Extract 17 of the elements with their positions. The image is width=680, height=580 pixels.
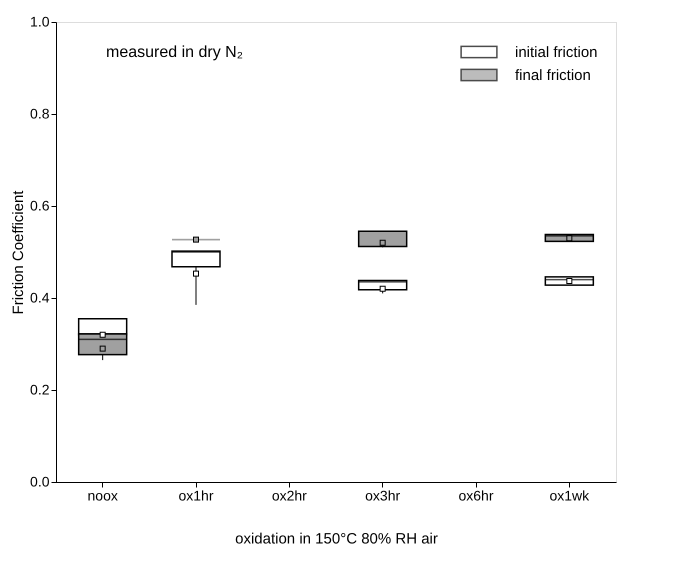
x-axis-title: oxidation in 150°C 80% RH air <box>235 530 438 548</box>
y-tick-label: 0.6 <box>30 198 50 214</box>
annotation: measured in dry N₂ <box>106 44 243 61</box>
x-tick-label: ox1wk <box>549 488 590 504</box>
x-tick-label: ox6hr <box>458 488 494 504</box>
y-tick-label: 1.0 <box>30 14 50 30</box>
legend-label: initial friction <box>515 44 598 61</box>
x-tick-label: ox1hr <box>178 488 214 504</box>
y-tick-label: 0.4 <box>30 290 50 306</box>
legend-label: final friction <box>515 67 591 84</box>
y-axis-title: Friction Coefficient <box>10 190 28 314</box>
y-tick-label: 0.0 <box>30 474 50 490</box>
y-tick-label: 0.8 <box>30 106 50 122</box>
y-tick-label: 0.2 <box>30 382 50 398</box>
x-tick-label: ox2hr <box>272 488 308 504</box>
x-tick-label: noox <box>87 488 118 504</box>
x-tick-label: ox3hr <box>365 488 401 504</box>
